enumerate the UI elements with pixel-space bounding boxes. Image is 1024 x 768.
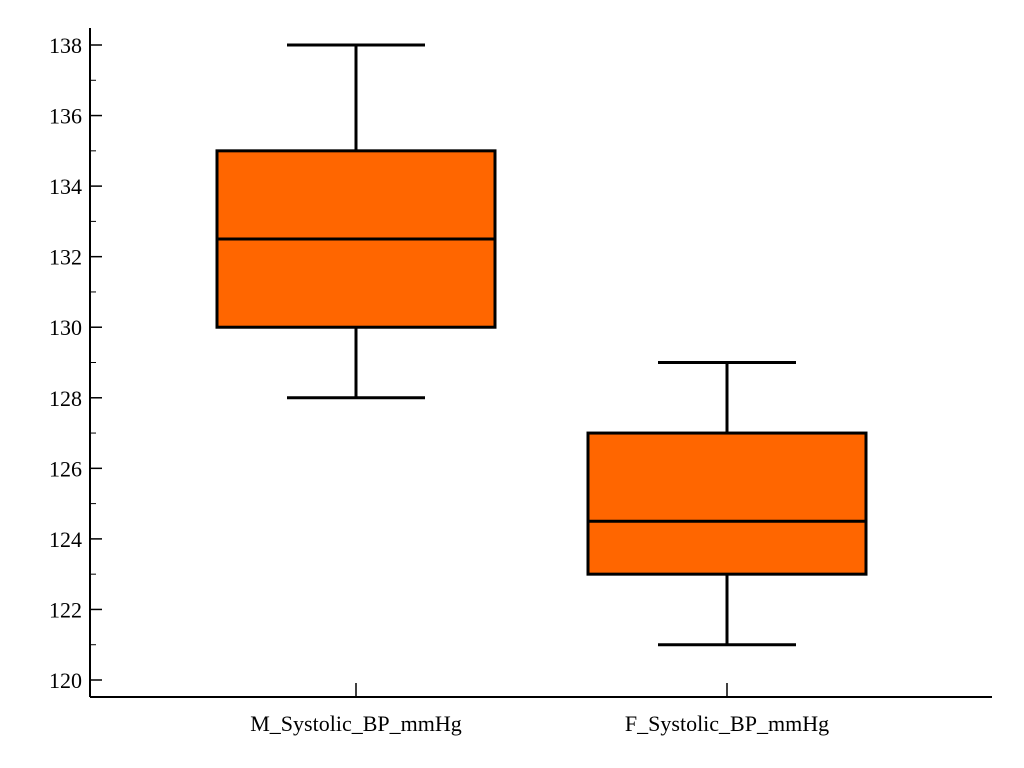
x-axis: M_Systolic_BP_mmHg F_Systolic_BP_mmHg [90,683,992,736]
y-tick-label: 136 [49,104,82,129]
x-tick-label: F_Systolic_BP_mmHg [625,711,829,736]
iqr-box [586,431,868,576]
box-series-2 [586,361,868,647]
y-tick-label: 124 [49,527,82,552]
y-tick-label: 126 [49,456,82,481]
y-tick-label: 128 [49,386,82,411]
y-tick-label: 122 [49,597,82,622]
y-tick-label: 132 [49,245,82,270]
box-series-1 [215,43,497,400]
y-tick-label: 130 [49,315,82,340]
y-tick-label: 134 [49,174,82,199]
y-tick-label: 120 [49,668,82,693]
y-tick-label: 138 [49,33,82,58]
y-axis: 120 122 124 126 128 130 132 134 136 138 [49,28,102,697]
boxes [215,43,868,647]
x-tick-label: M_Systolic_BP_mmHg [250,711,461,736]
